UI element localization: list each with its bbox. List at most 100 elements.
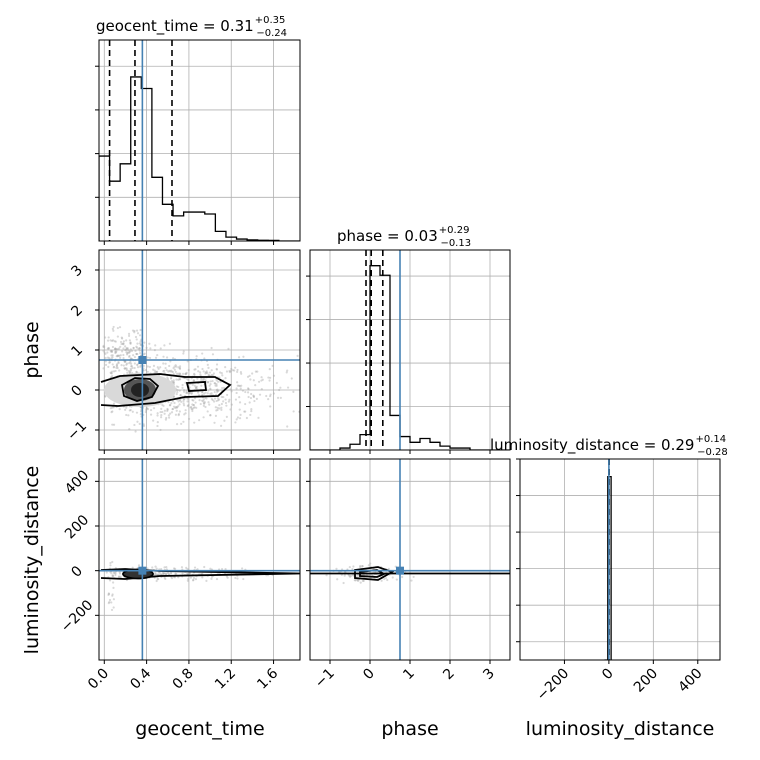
sample-point bbox=[227, 400, 230, 403]
sample-point bbox=[149, 347, 152, 350]
sample-point bbox=[151, 566, 154, 569]
sample-point bbox=[112, 366, 115, 369]
sample-point bbox=[195, 387, 198, 390]
sample-point bbox=[120, 342, 123, 346]
sample-point bbox=[103, 351, 106, 354]
sample-point bbox=[132, 354, 135, 357]
sample-point bbox=[110, 357, 113, 360]
sample-point bbox=[163, 412, 166, 415]
sample-point bbox=[252, 395, 255, 398]
sample-point bbox=[279, 396, 282, 400]
sample-point bbox=[192, 379, 195, 382]
sample-point bbox=[170, 370, 173, 373]
sample-point bbox=[128, 355, 131, 358]
sample-point bbox=[205, 371, 208, 374]
sample-point bbox=[119, 340, 123, 344]
sample-point bbox=[130, 365, 134, 368]
sample-point bbox=[122, 353, 125, 357]
sample-point bbox=[354, 579, 357, 582]
sample-point bbox=[125, 348, 128, 352]
sample-point bbox=[219, 371, 222, 374]
sample-point bbox=[255, 397, 258, 400]
sample-point bbox=[164, 362, 167, 365]
sample-point bbox=[211, 398, 214, 402]
truth-point-phase-vs-geocent-time bbox=[138, 356, 147, 364]
sample-point bbox=[214, 406, 217, 409]
sample-point bbox=[154, 565, 157, 568]
sample-point bbox=[251, 372, 254, 375]
sample-point bbox=[184, 412, 187, 415]
sample-point bbox=[192, 379, 195, 382]
sample-point bbox=[168, 416, 171, 419]
sample-point bbox=[207, 374, 211, 377]
sample-point bbox=[111, 594, 114, 597]
sample-point bbox=[155, 579, 158, 583]
sample-point bbox=[168, 364, 171, 368]
sample-point bbox=[165, 369, 168, 372]
sample-point bbox=[119, 575, 122, 578]
sample-point bbox=[192, 578, 195, 582]
sample-point bbox=[128, 350, 131, 354]
sample-point bbox=[175, 385, 178, 388]
sample-point bbox=[169, 360, 172, 363]
sample-point bbox=[129, 370, 132, 373]
sample-point bbox=[120, 336, 123, 339]
sample-point bbox=[156, 412, 159, 415]
sample-point bbox=[204, 372, 207, 375]
sample-point bbox=[156, 353, 159, 357]
sample-point bbox=[369, 562, 372, 565]
sample-point bbox=[209, 392, 212, 395]
sample-point bbox=[182, 420, 185, 423]
sample-point bbox=[176, 390, 179, 394]
x-tick-label: 0 bbox=[360, 666, 378, 684]
sample-point bbox=[235, 387, 238, 390]
sample-point bbox=[268, 368, 271, 371]
sample-point bbox=[173, 576, 177, 579]
sample-point bbox=[110, 601, 113, 604]
sample-point bbox=[132, 346, 135, 350]
sample-point bbox=[128, 354, 131, 358]
sample-point bbox=[183, 413, 186, 416]
sample-point bbox=[156, 421, 159, 424]
sample-point bbox=[248, 401, 251, 404]
sample-point bbox=[146, 356, 149, 359]
sample-point bbox=[352, 565, 355, 568]
sample-point bbox=[163, 572, 167, 575]
sample-point bbox=[139, 410, 143, 413]
sample-point bbox=[348, 565, 351, 569]
sample-point bbox=[178, 366, 181, 370]
sample-point bbox=[117, 361, 120, 365]
sample-point bbox=[237, 384, 241, 387]
sample-point bbox=[112, 571, 115, 574]
sample-point bbox=[209, 413, 212, 417]
sample-point bbox=[217, 399, 220, 402]
sample-point bbox=[166, 407, 169, 411]
sample-point bbox=[134, 349, 137, 352]
sample-point bbox=[236, 368, 239, 372]
sample-point bbox=[207, 401, 210, 404]
sample-point bbox=[102, 367, 105, 370]
sample-point bbox=[206, 410, 209, 413]
sample-point bbox=[111, 574, 115, 577]
sample-point bbox=[165, 572, 168, 575]
sample-point bbox=[206, 381, 210, 384]
sample-point bbox=[313, 369, 315, 371]
sample-point bbox=[236, 370, 239, 373]
sample-point bbox=[107, 336, 110, 339]
sample-point bbox=[123, 367, 126, 370]
sample-point bbox=[201, 399, 204, 402]
sample-point bbox=[168, 404, 172, 407]
sample-point bbox=[269, 405, 272, 408]
sample-point bbox=[168, 369, 171, 372]
sample-point bbox=[138, 352, 142, 355]
grid-luminosity-distance-vs-geocent-time bbox=[99, 459, 300, 660]
sample-point bbox=[145, 346, 148, 349]
sample-point bbox=[203, 357, 206, 360]
sample-point bbox=[148, 356, 152, 360]
sample-point bbox=[236, 577, 239, 580]
sample-point bbox=[210, 575, 214, 578]
sample-point bbox=[193, 373, 196, 376]
sample-point bbox=[110, 572, 113, 575]
sample-point bbox=[111, 354, 114, 357]
sample-point bbox=[213, 390, 216, 394]
